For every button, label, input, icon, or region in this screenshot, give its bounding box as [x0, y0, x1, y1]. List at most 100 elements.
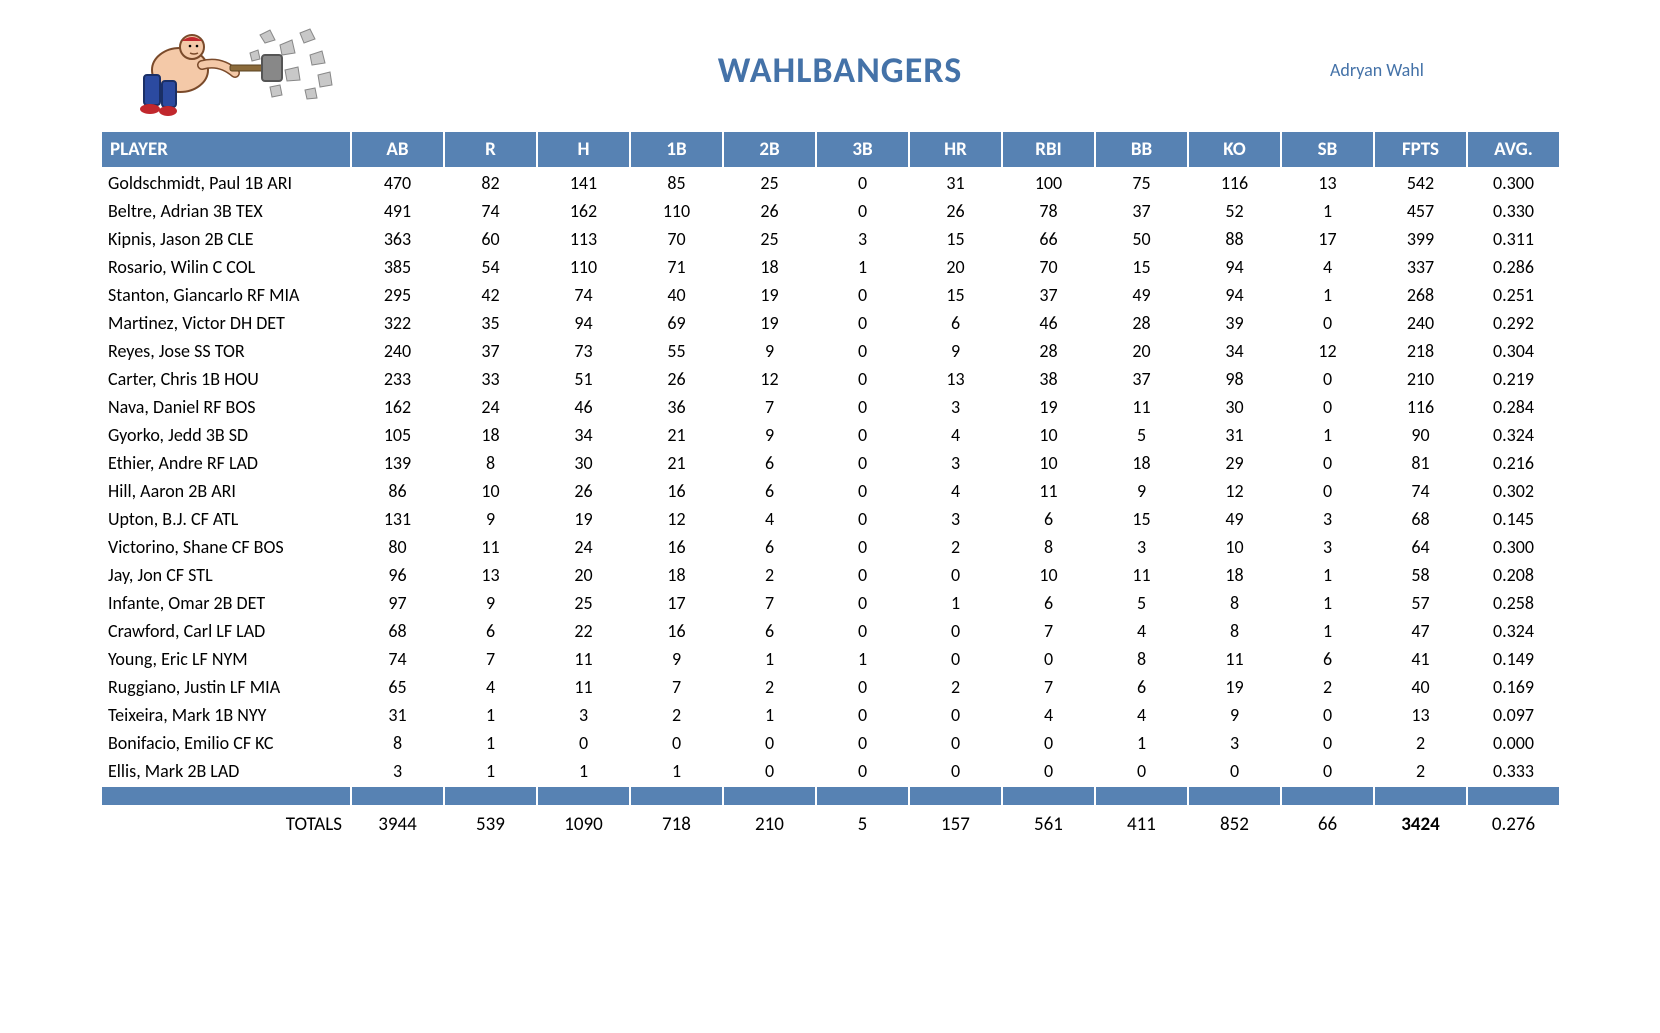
totals-h: 1090 — [537, 806, 630, 842]
cell-ab: 385 — [351, 253, 444, 281]
table-row: Kipnis, Jason 2B CLE36360113702531566508… — [101, 225, 1560, 253]
cell-player: Ellis, Mark 2B LAD — [101, 757, 351, 786]
cell-ko: 31 — [1188, 421, 1281, 449]
cell-b3: 3 — [816, 225, 909, 253]
cell-ab: 86 — [351, 477, 444, 505]
cell-fpts: 268 — [1374, 281, 1467, 309]
cell-r: 1 — [444, 757, 537, 786]
cell-ab: 322 — [351, 309, 444, 337]
cell-h: 113 — [537, 225, 630, 253]
cell-rbi: 7 — [1002, 617, 1095, 645]
cell-b3: 0 — [816, 505, 909, 533]
totals-ab: 3944 — [351, 806, 444, 842]
cell-b2: 6 — [723, 617, 816, 645]
cell-h: 20 — [537, 561, 630, 589]
cell-player: Gyorko, Jedd 3B SD — [101, 421, 351, 449]
cell-r: 8 — [444, 449, 537, 477]
totals-bb: 411 — [1095, 806, 1188, 842]
table-row: Hill, Aaron 2B ARI86102616604119120740.3… — [101, 477, 1560, 505]
cell-avg: 0.216 — [1467, 449, 1560, 477]
cell-fpts: 240 — [1374, 309, 1467, 337]
cell-bb: 50 — [1095, 225, 1188, 253]
cell-b3: 1 — [816, 253, 909, 281]
cell-b1: 16 — [630, 533, 723, 561]
cell-avg: 0.304 — [1467, 337, 1560, 365]
cell-avg: 0.300 — [1467, 168, 1560, 197]
cell-fpts: 58 — [1374, 561, 1467, 589]
totals-sb: 66 — [1281, 806, 1374, 842]
totals-avg: 0.276 — [1467, 806, 1560, 842]
owner-name: Adryan Wahl — [1330, 59, 1550, 81]
cell-fpts: 13 — [1374, 701, 1467, 729]
cell-fpts: 90 — [1374, 421, 1467, 449]
cell-rbi: 46 — [1002, 309, 1095, 337]
totals-b3: 5 — [816, 806, 909, 842]
cell-r: 10 — [444, 477, 537, 505]
totals-label: TOTALS — [101, 806, 351, 842]
cell-rbi: 10 — [1002, 561, 1095, 589]
cell-player: Crawford, Carl LF LAD — [101, 617, 351, 645]
cell-bb: 3 — [1095, 533, 1188, 561]
cell-bb: 75 — [1095, 168, 1188, 197]
cell-b1: 0 — [630, 729, 723, 757]
cell-b3: 0 — [816, 729, 909, 757]
cell-ko: 0 — [1188, 757, 1281, 786]
cell-player: Victorino, Shane CF BOS — [101, 533, 351, 561]
cell-sb: 0 — [1281, 757, 1374, 786]
cell-ab: 491 — [351, 197, 444, 225]
col-header-bb: BB — [1095, 131, 1188, 168]
table-row: Carter, Chris 1B HOU23333512612013383798… — [101, 365, 1560, 393]
cell-b1: 12 — [630, 505, 723, 533]
cell-sb: 1 — [1281, 561, 1374, 589]
cell-avg: 0.311 — [1467, 225, 1560, 253]
col-header-avg: AVG. — [1467, 131, 1560, 168]
cell-bb: 49 — [1095, 281, 1188, 309]
cell-player: Infante, Omar 2B DET — [101, 589, 351, 617]
cell-b2: 9 — [723, 421, 816, 449]
cell-rbi: 0 — [1002, 729, 1095, 757]
team-logo — [110, 15, 350, 125]
cell-sb: 12 — [1281, 337, 1374, 365]
cell-b2: 0 — [723, 729, 816, 757]
cell-bb: 28 — [1095, 309, 1188, 337]
cell-bb: 4 — [1095, 701, 1188, 729]
cell-h: 26 — [537, 477, 630, 505]
cell-ab: 31 — [351, 701, 444, 729]
cell-sb: 1 — [1281, 617, 1374, 645]
col-header-b1: 1B — [630, 131, 723, 168]
cell-b2: 6 — [723, 477, 816, 505]
cell-fpts: 41 — [1374, 645, 1467, 673]
cell-ko: 39 — [1188, 309, 1281, 337]
cell-avg: 0.286 — [1467, 253, 1560, 281]
cell-b1: 36 — [630, 393, 723, 421]
cell-sb: 0 — [1281, 309, 1374, 337]
cell-ko: 8 — [1188, 589, 1281, 617]
cell-avg: 0.284 — [1467, 393, 1560, 421]
cell-r: 9 — [444, 589, 537, 617]
cell-avg: 0.169 — [1467, 673, 1560, 701]
cell-bb: 9 — [1095, 477, 1188, 505]
cell-player: Ethier, Andre RF LAD — [101, 449, 351, 477]
cell-hr: 9 — [909, 337, 1002, 365]
cell-b3: 0 — [816, 673, 909, 701]
cell-r: 11 — [444, 533, 537, 561]
cell-avg: 0.219 — [1467, 365, 1560, 393]
cell-b3: 0 — [816, 421, 909, 449]
cell-b2: 1 — [723, 645, 816, 673]
cell-bb: 1 — [1095, 729, 1188, 757]
cell-ko: 29 — [1188, 449, 1281, 477]
cell-player: Beltre, Adrian 3B TEX — [101, 197, 351, 225]
table-row: Ruggiano, Justin LF MIA65411720276192400… — [101, 673, 1560, 701]
cell-sb: 0 — [1281, 393, 1374, 421]
cell-h: 141 — [537, 168, 630, 197]
cell-bb: 11 — [1095, 393, 1188, 421]
table-row: Gyorko, Jedd 3B SD105183421904105311900.… — [101, 421, 1560, 449]
cell-player: Goldschmidt, Paul 1B ARI — [101, 168, 351, 197]
cell-b2: 7 — [723, 589, 816, 617]
title-area: WAHLBANGERS — [350, 48, 1330, 92]
cell-ab: 74 — [351, 645, 444, 673]
cell-h: 19 — [537, 505, 630, 533]
cell-ab: 65 — [351, 673, 444, 701]
cell-r: 6 — [444, 617, 537, 645]
cell-ko: 94 — [1188, 253, 1281, 281]
